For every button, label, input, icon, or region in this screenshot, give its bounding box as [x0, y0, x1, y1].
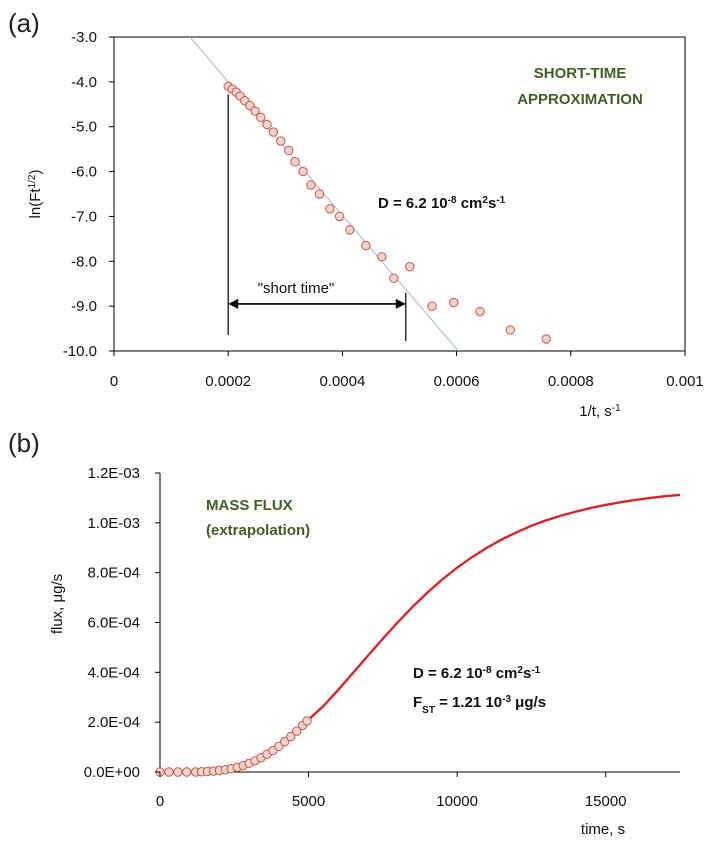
panel-a-range-arrow-right-head: [395, 298, 406, 309]
panel-a-title-line1: SHORT-TIME: [534, 65, 627, 82]
panel-b-points-group: [155, 716, 312, 777]
panel-a-y-tick-label: -7.0: [71, 208, 97, 225]
panel-a-data-point: [334, 211, 345, 222]
panel-a-y-tick-label: -10.0: [63, 343, 97, 360]
panel-a-x-tick-label: 0.001: [666, 373, 704, 390]
panel-a-y-axis-title: ln(Ft1/2): [27, 170, 45, 219]
panel-a-data-point: [298, 166, 308, 177]
panel-b-y-tick-label: 6.0E-04: [87, 615, 140, 632]
panel-b-y-tick-label: 4.0E-04: [87, 664, 140, 681]
panel-b-data-point: [173, 767, 183, 777]
panel-a-data-point: [256, 112, 266, 122]
panel-b-x-ticks: 0 5000 10000 15000: [156, 772, 627, 810]
panel-a-data-point: [262, 119, 272, 130]
panel-a-data-point: [306, 180, 316, 190]
panel-b-y-tick-label: 2.0E-04: [87, 714, 140, 731]
panel-a-letter: (a): [8, 8, 40, 38]
panel-a-data-point: [345, 225, 355, 235]
panel-a-data-point: [325, 204, 335, 214]
panel-b-letter: (b): [8, 428, 40, 458]
panel-a-y-ticks: -3.0 -4.0 -5.0 -6.0 -7.0 -8.0 -9.0 -10.0: [63, 29, 114, 360]
panel-a-y-tick-label: -4.0: [71, 74, 97, 91]
panel-a-data-point: [389, 273, 399, 284]
panel-a-data-point: [314, 189, 325, 199]
panel-b-data-point: [164, 767, 174, 777]
panel-a-chart: 0 0.0002 0.0004 0.0006 0.0008 0.001 -3.0-4.0-…: [27, 29, 704, 420]
panel-a-short-time-label: "short time": [258, 280, 335, 297]
panel-b-title-line1: MASS FLUX: [206, 497, 293, 514]
panel-a-points-group: [223, 81, 551, 344]
panel-b-steady-flux-label: FST = 1.21 10-3 μg/s: [413, 694, 546, 716]
panel-b-y-ticks: 0.0E+00 2.0E-04 4.0E-04 6.0E-04 8.0E-04 1.0E-…: [84, 465, 160, 781]
panel-a-diffusion-label: D = 6.2 10-8 cm2s-1: [378, 195, 506, 213]
panel-b-y-tick-label: 8.0E-04: [87, 565, 140, 582]
panel-b-data-point: [280, 736, 290, 747]
panel-b-data-point: [182, 767, 192, 777]
panel-b-y-tick-label: 0.0E+00: [84, 764, 140, 781]
panel-a-x-tick-label: 0.0004: [319, 373, 365, 390]
panel-a-x-tick-label: 0.0008: [548, 373, 594, 390]
panel-a-data-point: [541, 334, 551, 344]
panel-b-y-tick-label: 1.2E-03: [87, 465, 140, 482]
panel-b-curve-group: [306, 493, 681, 722]
panel-a-short-time-range: [227, 94, 407, 341]
panel-a-data-point: [250, 106, 260, 116]
panel-b-x-tick-label: 15000: [585, 793, 627, 810]
panel-a-x-tick-label: 0.0002: [205, 373, 251, 390]
panel-b-y-tick-label: 1.0E-03: [87, 515, 140, 532]
panel-b-diffusion-label: D = 6.2 10-8 cm2s-1: [413, 665, 541, 683]
panel-b-chart: 0 5000 10000 15000 0.0E+00 2.0E-04 4.0E-04 6.0…: [49, 465, 681, 838]
panel-b-x-tick-label: 5000: [292, 793, 325, 810]
panel-a-y-tick-label: -5.0: [71, 119, 97, 136]
panel-b-x-axis-title: time, s: [581, 821, 625, 838]
panel-a-range-arrow-left-head: [228, 298, 239, 309]
panel-a-data-point: [290, 157, 300, 167]
panel-b-data-point: [291, 726, 302, 736]
panel-b-title-line2: (extrapolation): [206, 522, 310, 539]
panel-b-x-tick-label: 10000: [436, 793, 478, 810]
panel-a-y-tick-label: -6.0: [71, 164, 97, 181]
panel-a-title-line2: APPROXIMATION: [517, 91, 643, 108]
panel-a-data-point: [475, 306, 485, 317]
panel-a-data-point: [427, 301, 437, 311]
panel-b-data-point: [286, 731, 296, 742]
panel-a-data-point: [449, 297, 459, 308]
panel-a-data-point: [405, 261, 415, 272]
panel-a-plot-frame: [113, 36, 686, 352]
panel-b-x-tick-label: 0: [156, 793, 164, 810]
panel-a-y-tick-label: -3.0: [71, 29, 97, 46]
panel-a-data-point: [505, 325, 515, 335]
panel-b-extrapolation-curve: [306, 493, 681, 722]
panel-a-data-point: [284, 145, 294, 156]
panel-a-data-point: [276, 136, 286, 146]
panel-a-x-axis-title: 1/t, s-1: [579, 403, 621, 421]
panel-a-x-tick-label: 0.0006: [434, 373, 480, 390]
panel-b-data-point: [302, 716, 312, 726]
panel-b-y-axis-title: flux, μg/s: [49, 574, 66, 634]
panel-a-data-point: [377, 252, 387, 262]
panel-a-x-tick-label: 0: [110, 373, 118, 390]
panel-a-data-point: [361, 240, 371, 251]
panel-a-y-tick-label: -8.0: [71, 253, 97, 270]
panel-a-y-tick-label: -9.0: [71, 298, 97, 315]
panel-a-x-ticks: 0 0.0002 0.0004 0.0006 0.0008 0.001: [110, 351, 704, 390]
panel-a-data-point: [268, 127, 279, 137]
